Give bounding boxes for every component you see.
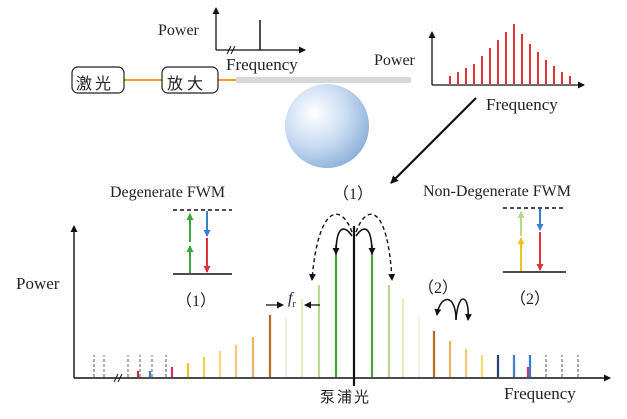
comb-spectrum-plot xyxy=(428,24,585,89)
setup-schematic xyxy=(71,66,411,168)
tr-xlabel: Frequency xyxy=(486,95,558,114)
main-spectrum-plot xyxy=(70,213,611,386)
main-axis-break xyxy=(113,373,123,383)
main-xlabel: Frequency xyxy=(504,384,576,403)
main-ylabel: Power xyxy=(16,274,60,293)
tl-ylabel: Power xyxy=(158,22,199,39)
process-arrow xyxy=(390,97,477,184)
amplifier-label: 放大 xyxy=(167,74,208,93)
nondegenerate-process-arrows xyxy=(434,298,472,321)
callout-2: （2） xyxy=(418,280,459,297)
nondegenerate-index: （2） xyxy=(510,291,551,308)
tl-axis-break xyxy=(226,45,236,55)
amplifier-box xyxy=(161,66,219,94)
laser-label: 激光 xyxy=(76,74,115,93)
main-comb-lines xyxy=(93,245,579,377)
degenerate-process-arrows xyxy=(308,213,396,281)
waveguide xyxy=(236,77,411,83)
degenerate-title: Degenerate FWM xyxy=(110,184,226,201)
nondegenerate-title: Non-Degenerate FWM xyxy=(423,183,571,200)
tl-xlabel: Frequency xyxy=(226,55,298,74)
laser-box xyxy=(71,66,125,94)
callout-1: （1） xyxy=(333,186,374,203)
fr-subscript: r xyxy=(292,299,296,311)
nondegenerate-fwm-diagram xyxy=(503,207,566,273)
tr-ylabel: Power xyxy=(374,52,415,69)
degenerate-index: （1） xyxy=(176,293,217,310)
degenerate-fwm-diagram xyxy=(173,209,232,275)
fr-symbol: f xyxy=(288,290,293,307)
microresonator-sphere xyxy=(285,84,369,168)
pump-spectrum-plot xyxy=(212,7,306,55)
pump-label: 泵浦光 xyxy=(320,388,372,406)
fr-label: fr xyxy=(288,290,296,310)
tr-comb-lines xyxy=(449,24,571,84)
